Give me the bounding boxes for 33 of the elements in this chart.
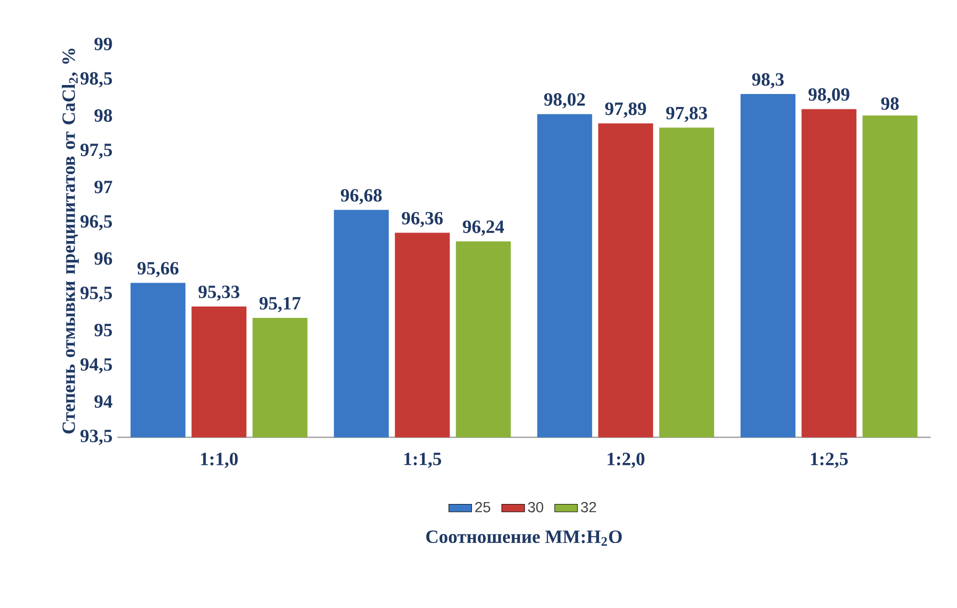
y-tick-label: 98 xyxy=(94,109,112,122)
y-tick-label: 97 xyxy=(94,180,112,194)
y-tick-label: 96 xyxy=(94,252,112,265)
y-tick-label: 93,5 xyxy=(80,430,112,445)
data-label: 96,68 xyxy=(340,189,382,204)
data-label: 95,66 xyxy=(138,262,178,278)
data-label: 98,02 xyxy=(544,93,585,108)
legend-label: 32 xyxy=(581,502,596,512)
legend-label: 25 xyxy=(475,502,490,512)
data-label: 96,36 xyxy=(402,212,443,228)
y-axis-title: Степень отмывки преципитатов от CaCl$_{2}$, % xyxy=(62,48,79,434)
data-label: 95,17 xyxy=(260,297,301,312)
x-axis-title: Соотношение ММ:H$_{2}$O xyxy=(426,530,622,546)
y-tick-label: 95,5 xyxy=(80,286,112,302)
y-tick-label: 96,5 xyxy=(80,215,112,230)
x-tick-label: 1:2,0 xyxy=(608,452,644,468)
x-tick-label: 1:1,0 xyxy=(201,452,238,468)
data-label: 97,83 xyxy=(666,106,708,122)
data-label: 98 xyxy=(881,97,899,110)
data-label: 95,33 xyxy=(198,286,240,301)
x-tick-label: 1:2,5 xyxy=(811,452,848,468)
y-tick-label: 95 xyxy=(94,324,112,336)
y-tick-label: 94 xyxy=(94,395,112,408)
data-label: 98,3 xyxy=(752,73,784,88)
data-label: 98,09 xyxy=(808,88,850,104)
x-tick-label: 1:1,5 xyxy=(404,452,442,468)
legend-label: 30 xyxy=(528,502,544,512)
y-tick-label: 98,5 xyxy=(80,72,112,88)
data-label: 96,24 xyxy=(462,220,504,236)
y-tick-label: 99 xyxy=(94,38,112,50)
y-tick-label: 94,5 xyxy=(80,358,112,374)
data-label: 97,89 xyxy=(605,102,646,118)
y-tick-label: 97,5 xyxy=(80,144,112,159)
